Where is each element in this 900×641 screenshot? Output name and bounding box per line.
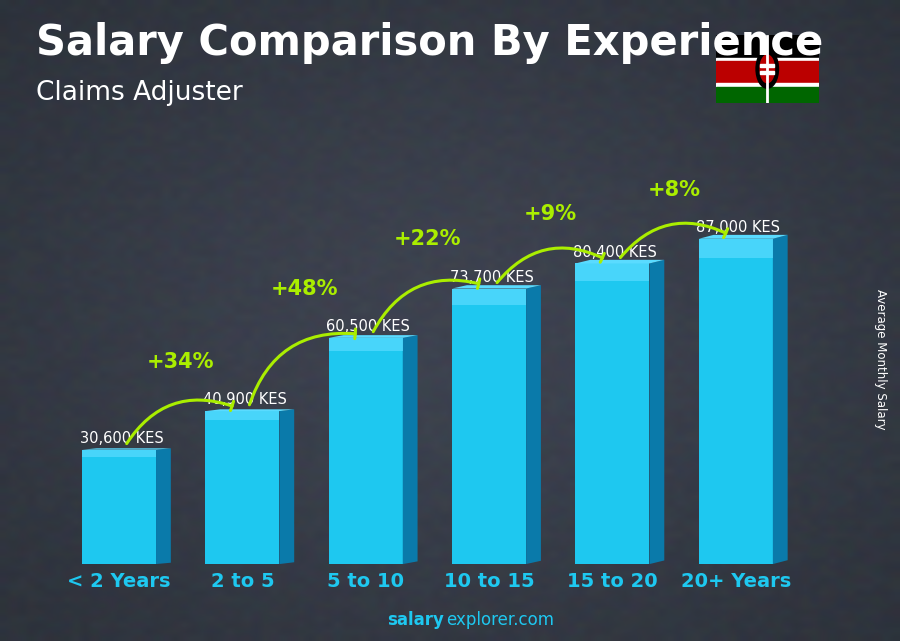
Text: +8%: +8%: [648, 179, 701, 199]
Polygon shape: [279, 410, 294, 564]
Bar: [82, 450, 156, 456]
Text: +48%: +48%: [270, 279, 338, 299]
Bar: [328, 338, 403, 351]
Bar: [452, 288, 526, 564]
Bar: [205, 411, 279, 564]
Text: salary: salary: [387, 612, 444, 629]
Text: 73,700 KES: 73,700 KES: [450, 270, 534, 285]
Text: Average Monthly Salary: Average Monthly Salary: [874, 288, 886, 429]
Ellipse shape: [760, 55, 775, 83]
Text: 60,500 KES: 60,500 KES: [327, 319, 410, 334]
Bar: [328, 338, 403, 564]
Bar: [716, 58, 819, 61]
Polygon shape: [452, 285, 541, 288]
Text: 87,000 KES: 87,000 KES: [697, 220, 780, 235]
Text: +9%: +9%: [524, 204, 578, 224]
Text: 40,900 KES: 40,900 KES: [202, 392, 287, 408]
Bar: [716, 35, 819, 58]
Polygon shape: [205, 410, 294, 411]
Bar: [82, 450, 156, 564]
Polygon shape: [403, 335, 418, 564]
Text: 30,600 KES: 30,600 KES: [79, 431, 163, 446]
Polygon shape: [650, 260, 664, 564]
Bar: [452, 288, 526, 305]
Bar: [698, 238, 773, 564]
Polygon shape: [575, 260, 664, 263]
Bar: [760, 64, 775, 67]
Polygon shape: [328, 335, 418, 338]
Polygon shape: [156, 448, 171, 564]
Text: Salary Comparison By Experience: Salary Comparison By Experience: [36, 22, 824, 65]
Text: +34%: +34%: [147, 352, 214, 372]
Text: explorer.com: explorer.com: [446, 612, 554, 629]
Bar: [716, 87, 819, 103]
Polygon shape: [698, 235, 788, 238]
Text: +22%: +22%: [393, 229, 461, 249]
Bar: [716, 61, 819, 83]
Bar: [698, 239, 773, 258]
Ellipse shape: [756, 49, 778, 88]
Polygon shape: [773, 235, 788, 564]
Bar: [575, 263, 650, 564]
Bar: [575, 263, 650, 281]
Bar: [205, 411, 279, 420]
Bar: [760, 71, 775, 74]
Bar: [716, 83, 819, 87]
Text: 80,400 KES: 80,400 KES: [573, 245, 657, 260]
Polygon shape: [82, 448, 171, 450]
Text: Claims Adjuster: Claims Adjuster: [36, 80, 243, 106]
Polygon shape: [526, 285, 541, 564]
